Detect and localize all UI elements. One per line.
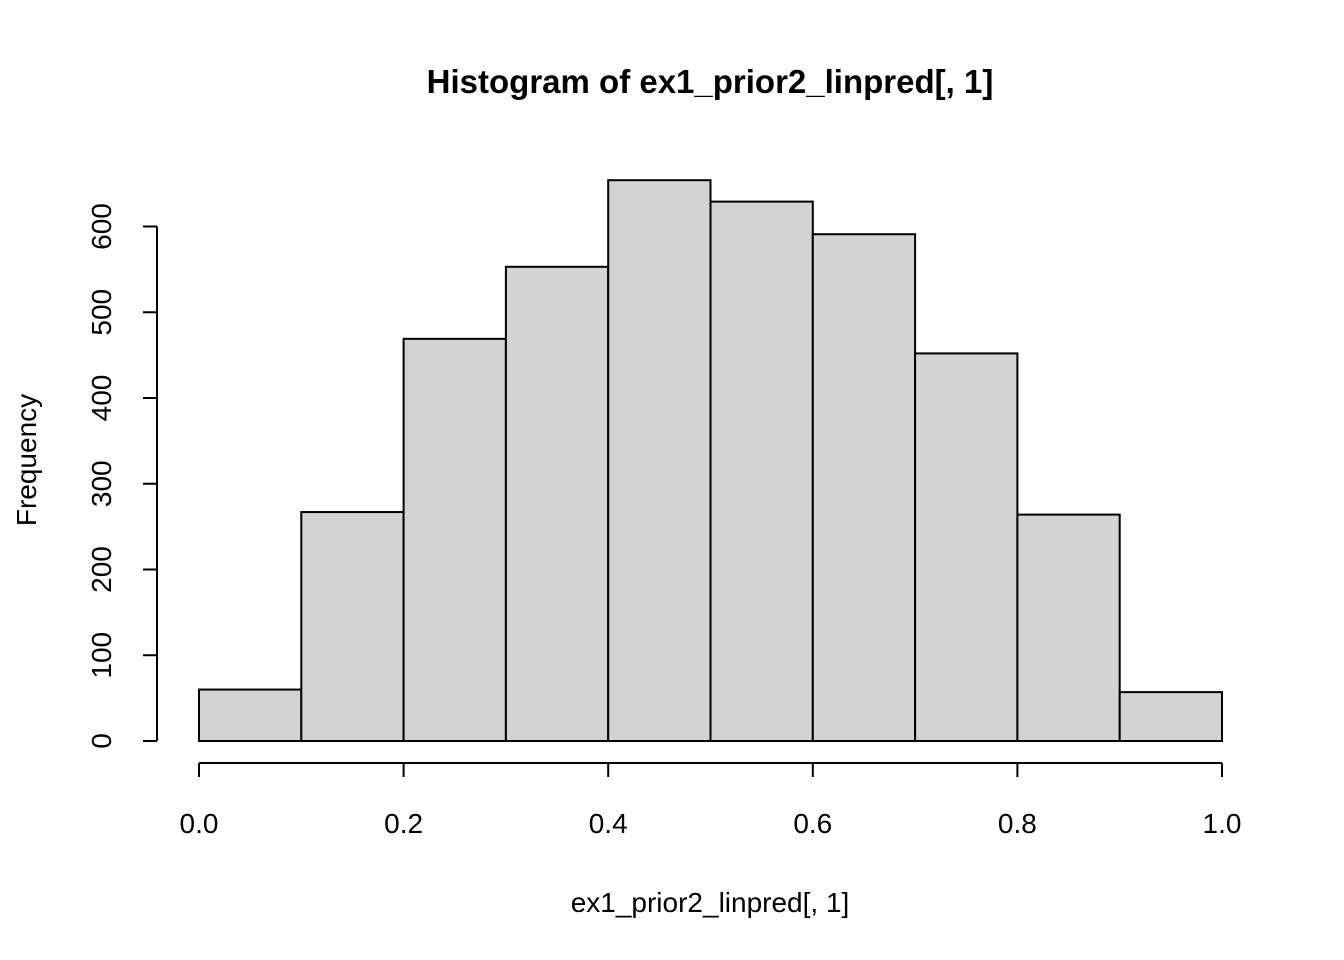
x-axis-label: ex1_prior2_linpred[, 1] [571,887,850,918]
y-axis-label: Frequency [11,394,42,526]
x-tick-label: 0.2 [384,808,423,839]
y-tick-label: 600 [86,203,117,250]
y-tick-label: 300 [86,460,117,507]
y-tick-label: 0 [86,733,117,749]
histogram-bar [811,233,917,742]
histogram-bar [914,352,1019,742]
y-tick-label: 100 [86,632,117,679]
y-tick-label: 200 [86,546,117,593]
x-tick-label: 0.8 [998,808,1037,839]
histogram-bar [709,200,814,742]
y-tick-label: 400 [86,375,117,422]
chart-title: Histogram of ex1_prior2_linpred[, 1] [427,63,994,100]
histogram-bar [300,511,405,742]
y-tick-label: 500 [86,289,117,336]
x-tick-label: 0.4 [589,808,628,839]
bars-group [198,179,1223,742]
histogram-bar [1016,513,1121,742]
x-axis: 0.0 0.2 0.4 0.6 0.8 1.0 [180,762,1242,839]
histogram-bar [504,265,610,742]
histogram-bar [402,337,507,742]
x-tick-label: 0.0 [180,808,219,839]
x-tick-label: 1.0 [1203,808,1242,839]
y-axis: 0 100 200 300 400 500 600 [86,203,158,749]
histogram-bar [607,179,712,742]
histogram-bar [1118,691,1223,742]
histogram-bar [198,688,303,742]
x-tick-label: 0.6 [793,808,832,839]
